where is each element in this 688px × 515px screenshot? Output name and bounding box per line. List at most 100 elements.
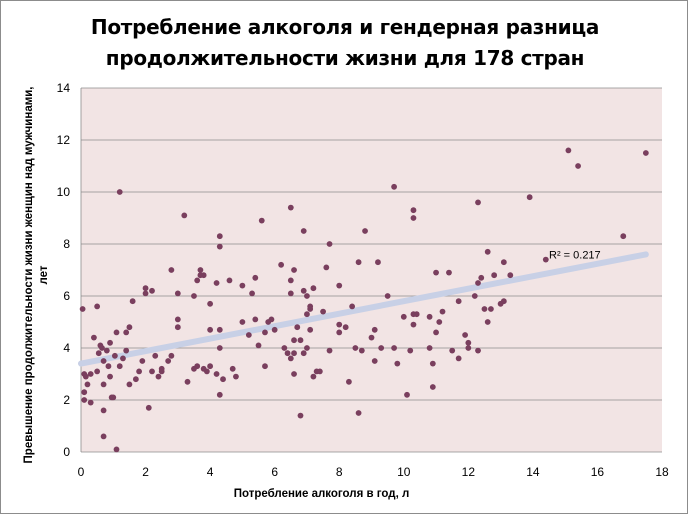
- y-axis-ticks: 0 2 4 6 8 10 12 14: [57, 81, 71, 459]
- data-point-94: [287, 355, 294, 362]
- data-point-102: [294, 324, 301, 331]
- data-point-182: [575, 163, 581, 169]
- data-point-58: [194, 363, 201, 370]
- data-point-62: [200, 272, 207, 279]
- data-point-41: [149, 368, 155, 375]
- data-point-127: [349, 303, 356, 310]
- data-point-110: [304, 293, 310, 299]
- data-point-105: [300, 228, 307, 234]
- data-point-77: [233, 373, 239, 380]
- data-point-83: [252, 316, 259, 323]
- data-point-140: [391, 345, 397, 351]
- data-point-128: [352, 345, 359, 351]
- r-squared-annotation: R² = 0.217: [549, 249, 601, 261]
- data-point-165: [471, 293, 478, 299]
- data-point-29: [120, 355, 126, 362]
- data-point-137: [378, 345, 385, 351]
- data-point-139: [391, 183, 397, 190]
- data-point-13: [99, 345, 105, 351]
- data-point-99: [291, 267, 297, 273]
- data-point-129: [355, 259, 362, 266]
- data-point-176: [500, 298, 507, 305]
- data-point-144: [407, 347, 414, 354]
- y-tick-6: 6: [63, 289, 70, 303]
- data-point-132: [362, 228, 368, 234]
- data-point-168: [475, 199, 481, 206]
- data-point-0: [79, 306, 86, 312]
- data-point-11: [95, 350, 102, 357]
- data-point-68: [213, 371, 220, 377]
- data-point-64: [207, 363, 214, 370]
- data-point-106: [300, 287, 307, 294]
- y-tick-2: 2: [63, 393, 70, 407]
- data-point-32: [126, 381, 133, 388]
- y-tick-8: 8: [63, 237, 70, 251]
- data-point-131: [358, 347, 365, 354]
- data-point-80: [245, 332, 252, 338]
- data-point-65: [207, 300, 214, 307]
- x-tick-8: 8: [336, 465, 343, 479]
- data-point-113: [307, 306, 314, 312]
- data-point-183: [620, 233, 627, 240]
- x-axis-ticks: 0 2 4 6 8 10 12 14 16 18: [78, 465, 669, 479]
- data-point-26: [113, 329, 120, 336]
- data-point-101: [291, 371, 297, 377]
- data-point-149: [413, 311, 420, 318]
- data-point-86: [262, 363, 268, 370]
- data-point-118: [320, 308, 326, 315]
- data-point-179: [526, 194, 533, 201]
- data-point-18: [103, 347, 110, 354]
- data-point-122: [336, 321, 343, 328]
- data-point-145: [410, 215, 417, 221]
- data-point-124: [336, 282, 343, 289]
- data-point-155: [433, 329, 439, 336]
- data-point-31: [123, 347, 130, 354]
- data-point-164: [465, 345, 472, 351]
- data-point-135: [371, 358, 378, 364]
- data-point-78: [239, 282, 246, 289]
- data-point-87: [262, 329, 268, 336]
- data-point-38: [142, 285, 149, 292]
- data-point-146: [410, 207, 417, 214]
- data-point-74: [220, 376, 226, 383]
- data-point-177: [500, 259, 507, 266]
- data-point-72: [216, 326, 223, 333]
- data-point-134: [371, 326, 378, 333]
- x-tick-2: 2: [142, 465, 149, 479]
- data-point-9: [94, 368, 101, 375]
- data-point-5: [87, 371, 94, 377]
- data-point-152: [429, 360, 436, 367]
- data-point-30: [123, 329, 130, 336]
- data-point-119: [323, 264, 330, 271]
- data-point-97: [287, 277, 294, 284]
- data-point-40: [145, 404, 152, 411]
- data-point-14: [100, 358, 107, 364]
- data-point-81: [249, 290, 255, 297]
- data-point-20: [107, 373, 113, 380]
- data-point-156: [436, 319, 443, 325]
- data-point-92: [281, 345, 288, 351]
- data-point-21: [107, 339, 113, 346]
- y-axis-label-line-2: лет: [38, 265, 50, 284]
- data-point-69: [216, 233, 223, 240]
- data-point-107: [300, 350, 307, 357]
- data-point-19: [105, 363, 112, 370]
- data-point-52: [174, 316, 181, 323]
- data-point-120: [326, 241, 333, 247]
- data-point-181: [565, 147, 572, 154]
- data-point-79: [239, 319, 246, 325]
- x-tick-14: 14: [526, 465, 540, 479]
- data-point-104: [297, 337, 304, 344]
- y-tick-14: 14: [57, 81, 71, 95]
- data-point-23: [110, 394, 117, 401]
- chart-title-line-1: Потребление алкоголя и гендерная разница: [90, 15, 600, 39]
- data-point-171: [484, 248, 491, 255]
- chart-title-line-2: продолжительности жизни для 178 стран: [105, 46, 585, 70]
- data-point-123: [336, 329, 343, 336]
- data-point-167: [475, 280, 481, 286]
- data-point-109: [304, 311, 310, 318]
- data-point-82: [252, 274, 259, 281]
- data-point-73: [216, 391, 223, 398]
- data-point-27: [116, 189, 123, 195]
